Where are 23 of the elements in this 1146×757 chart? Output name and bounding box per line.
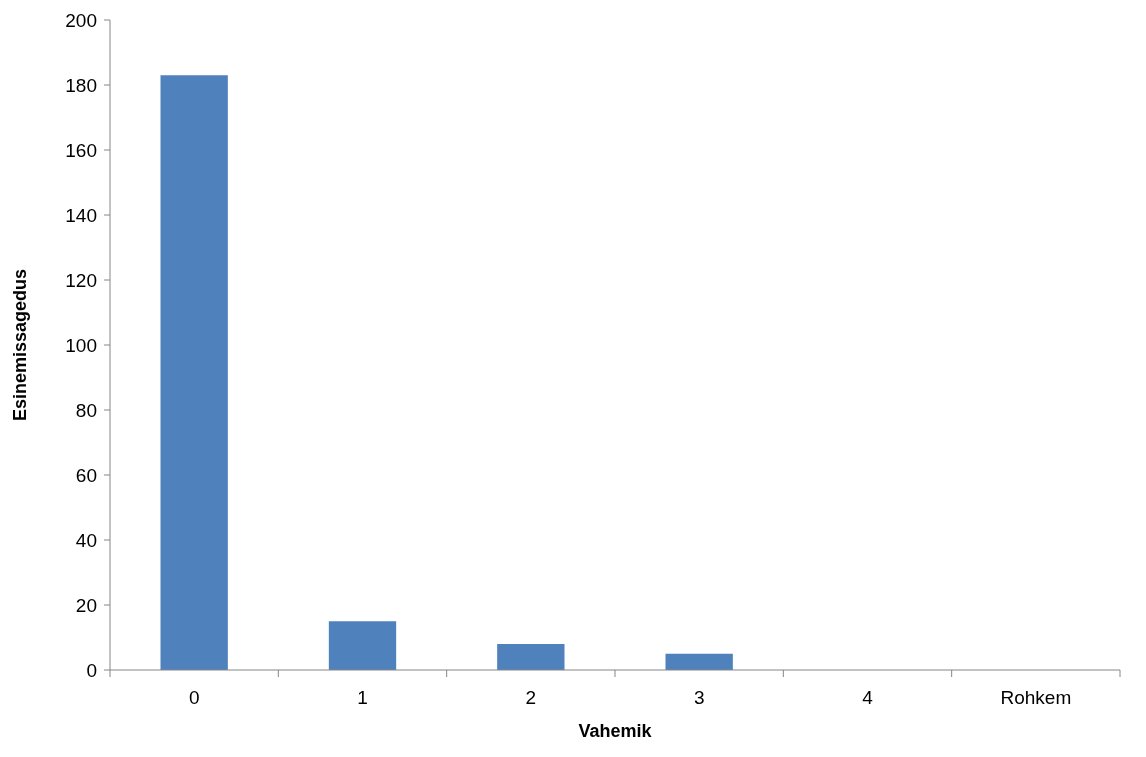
y-tick-label: 0: [86, 659, 97, 681]
x-tick-label: 0: [188, 687, 200, 708]
y-tick-label: 100: [65, 334, 97, 356]
x-axis-title: Vahemik: [578, 721, 653, 741]
bar: [328, 621, 397, 670]
y-tick-label: 40: [75, 529, 97, 551]
x-tick-label: 3: [693, 687, 705, 708]
y-tick-label: 20: [75, 594, 97, 616]
y-axis-title: Esinemissagedus: [10, 268, 30, 422]
y-tick-label: 200: [65, 9, 97, 31]
x-tick-label: 2: [525, 687, 537, 708]
y-tick-label: 60: [75, 464, 97, 486]
y-tick-label: 80: [75, 399, 97, 421]
y-tick-label: 160: [65, 139, 97, 161]
x-tick-label: Rohkem: [1000, 687, 1072, 708]
y-tick-label: 180: [65, 74, 97, 96]
y-tick-label: 120: [65, 269, 97, 291]
x-tick-label: 4: [862, 687, 874, 708]
x-tick-label: 1: [357, 687, 368, 708]
bar: [497, 644, 565, 670]
bar: [665, 653, 733, 670]
y-tick-label: 140: [65, 204, 97, 226]
bar: [160, 75, 228, 670]
